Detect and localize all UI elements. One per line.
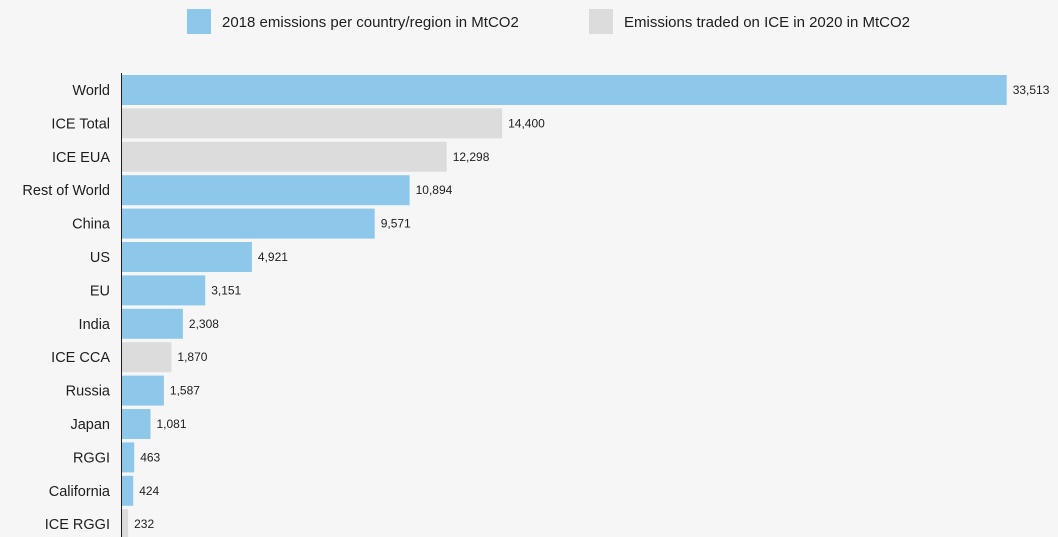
bar-russia <box>122 375 164 406</box>
value-label-ice-cca: 1,870 <box>177 350 207 364</box>
value-label-russia: 1,587 <box>170 384 200 398</box>
bar-eu <box>122 275 206 306</box>
value-label-india: 2,308 <box>189 317 219 331</box>
bar-ice-cca <box>122 342 172 373</box>
bar-india <box>122 308 183 339</box>
category-label-ice-cca: ICE CCA <box>51 350 110 366</box>
bar-ice-rggi <box>122 509 129 537</box>
category-label-us: US <box>90 250 110 266</box>
category-label-rggi: RGGI <box>73 450 110 466</box>
category-label-india: India <box>79 317 111 333</box>
category-label-russia: Russia <box>66 384 111 400</box>
bar-california <box>122 475 134 506</box>
value-label-ice-eua: 12,298 <box>453 150 490 164</box>
category-label-ice-total: ICE Total <box>51 116 110 132</box>
category-label-china: China <box>72 217 111 233</box>
value-label-ice-total: 14,400 <box>508 116 545 130</box>
bar-us <box>122 242 252 272</box>
value-label-japan: 1,081 <box>157 417 187 431</box>
category-label-rest-of-world: Rest of World <box>22 183 110 199</box>
category-label-world: World <box>72 83 110 99</box>
bar-rggi <box>122 442 135 473</box>
category-label-eu: EU <box>90 283 110 299</box>
value-label-california: 424 <box>139 484 159 498</box>
bar-world <box>122 75 1007 105</box>
legend-swatch-2018-emissions <box>187 9 211 34</box>
legend-swatch-ice-traded <box>589 9 613 34</box>
bar-ice-total <box>122 108 503 139</box>
value-label-us: 4,921 <box>258 250 288 264</box>
category-label-japan: Japan <box>70 417 110 433</box>
value-label-world: 33,513 <box>1013 83 1050 97</box>
value-label-eu: 3,151 <box>211 283 241 297</box>
value-label-rggi: 463 <box>140 450 160 464</box>
legend-label-ice-traded: Emissions traded on ICE in 2020 in MtCO2 <box>624 14 910 31</box>
category-label-california: California <box>49 484 111 500</box>
category-label-ice-rggi: ICE RGGI <box>45 517 110 533</box>
value-label-rest-of-world: 10,894 <box>416 183 453 197</box>
category-label-ice-eua: ICE EUA <box>52 150 110 166</box>
legend-label-2018-emissions: 2018 emissions per country/region in MtC… <box>222 14 519 31</box>
legend: 2018 emissions per country/region in MtC… <box>187 9 910 34</box>
bar-japan <box>122 409 151 439</box>
bar-ice-eua <box>122 141 447 172</box>
value-label-ice-rggi: 232 <box>134 517 154 531</box>
bar-rest-of-world <box>122 175 410 206</box>
bar-china <box>122 208 375 239</box>
value-label-china: 9,571 <box>381 217 411 231</box>
bars-group: World 33,513 ICE Total 14,400 ICE EUA 12,298 R… <box>22 75 1050 537</box>
